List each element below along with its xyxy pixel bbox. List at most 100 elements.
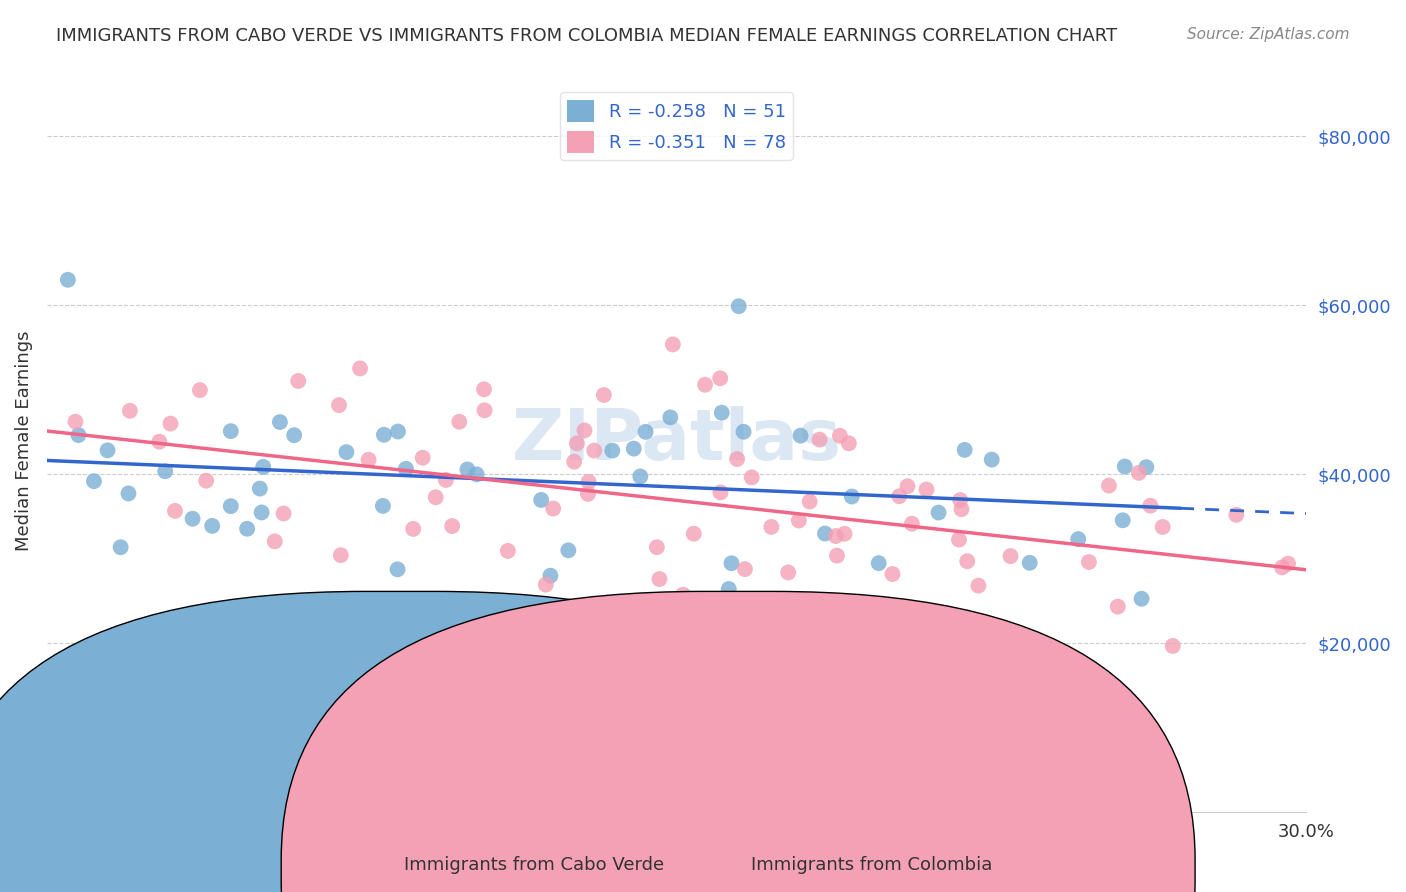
Point: [263, 534, 285, 549]
Text: IMMIGRANTS FROM CABO VERDE VS IMMIGRANTS FROM COLOMBIA MEDIAN FEMALE EARNINGS CO: IMMIGRANTS FROM CABO VERDE VS IMMIGRANTS…: [56, 27, 1118, 45]
Point: [110, 541, 132, 555]
Point: [472, 382, 495, 396]
Point: [425, 490, 447, 504]
Text: Source: ZipAtlas.com: Source: ZipAtlas.com: [1187, 27, 1350, 42]
Point: [562, 455, 585, 469]
Point: [662, 337, 685, 351]
Point: [824, 529, 846, 543]
Point: [709, 485, 731, 500]
Point: [1128, 466, 1150, 480]
Point: [583, 443, 606, 458]
Point: [1135, 460, 1157, 475]
Point: [949, 493, 972, 508]
Point: [371, 499, 394, 513]
Point: [534, 577, 557, 591]
Point: [1161, 639, 1184, 653]
Point: [565, 436, 588, 450]
Point: [117, 486, 139, 500]
Point: [373, 427, 395, 442]
Point: [950, 502, 973, 516]
Point: [825, 549, 848, 563]
Point: [96, 443, 118, 458]
Point: [1112, 513, 1135, 527]
Text: ZIPatlas: ZIPatlas: [512, 406, 842, 475]
Point: [943, 639, 966, 653]
Point: [1098, 478, 1121, 492]
Point: [1000, 549, 1022, 563]
Point: [1225, 508, 1247, 522]
Point: [834, 526, 856, 541]
Point: [948, 533, 970, 547]
Point: [574, 424, 596, 438]
Point: [465, 467, 488, 482]
Point: [65, 415, 87, 429]
Point: [828, 429, 851, 443]
Point: [219, 499, 242, 513]
Point: [1067, 532, 1090, 546]
Point: [357, 452, 380, 467]
Point: [634, 425, 657, 439]
Point: [496, 544, 519, 558]
Point: [741, 470, 763, 484]
Point: [195, 474, 218, 488]
Point: [1107, 599, 1129, 614]
Point: [1018, 556, 1040, 570]
Point: [269, 415, 291, 429]
Point: [236, 522, 259, 536]
Point: [153, 464, 176, 478]
Point: [710, 406, 733, 420]
Point: [287, 374, 309, 388]
Point: [682, 526, 704, 541]
Point: [434, 473, 457, 487]
Point: [841, 490, 863, 504]
Point: [541, 501, 564, 516]
Point: [602, 443, 624, 458]
Point: [838, 436, 860, 450]
Legend: R = -0.258   N = 51, R = -0.351   N = 78: R = -0.258 N = 51, R = -0.351 N = 78: [560, 93, 793, 160]
Text: Immigrants from Cabo Verde: Immigrants from Cabo Verde: [404, 856, 665, 874]
Point: [188, 383, 211, 397]
Point: [896, 479, 918, 493]
Point: [808, 433, 831, 447]
Point: [787, 514, 810, 528]
Point: [557, 543, 579, 558]
Point: [387, 425, 409, 439]
Point: [412, 450, 434, 465]
Point: [1139, 499, 1161, 513]
Point: [645, 540, 668, 554]
Point: [163, 504, 186, 518]
Point: [733, 425, 755, 439]
Point: [83, 474, 105, 488]
Point: [709, 371, 731, 385]
Point: [778, 566, 800, 580]
Point: [1077, 555, 1099, 569]
Point: [576, 487, 599, 501]
Point: [889, 489, 911, 503]
Point: [761, 520, 783, 534]
Point: [727, 299, 749, 313]
Point: [734, 562, 756, 576]
Point: [717, 582, 740, 596]
Point: [1114, 459, 1136, 474]
Point: [799, 494, 821, 508]
Y-axis label: Median Female Earnings: Median Female Earnings: [15, 330, 32, 550]
Point: [811, 623, 834, 637]
Point: [928, 506, 950, 520]
Point: [725, 452, 748, 467]
Point: [335, 445, 357, 459]
Point: [349, 361, 371, 376]
Point: [1152, 520, 1174, 534]
Point: [953, 442, 976, 457]
Point: [1277, 557, 1299, 571]
Point: [530, 492, 553, 507]
Point: [648, 572, 671, 586]
Point: [980, 452, 1002, 467]
Point: [749, 746, 772, 760]
Point: [693, 377, 716, 392]
Point: [915, 483, 938, 497]
Point: [592, 388, 614, 402]
Text: Immigrants from Colombia: Immigrants from Colombia: [751, 856, 993, 874]
Point: [181, 512, 204, 526]
Point: [586, 603, 609, 617]
Point: [1130, 591, 1153, 606]
